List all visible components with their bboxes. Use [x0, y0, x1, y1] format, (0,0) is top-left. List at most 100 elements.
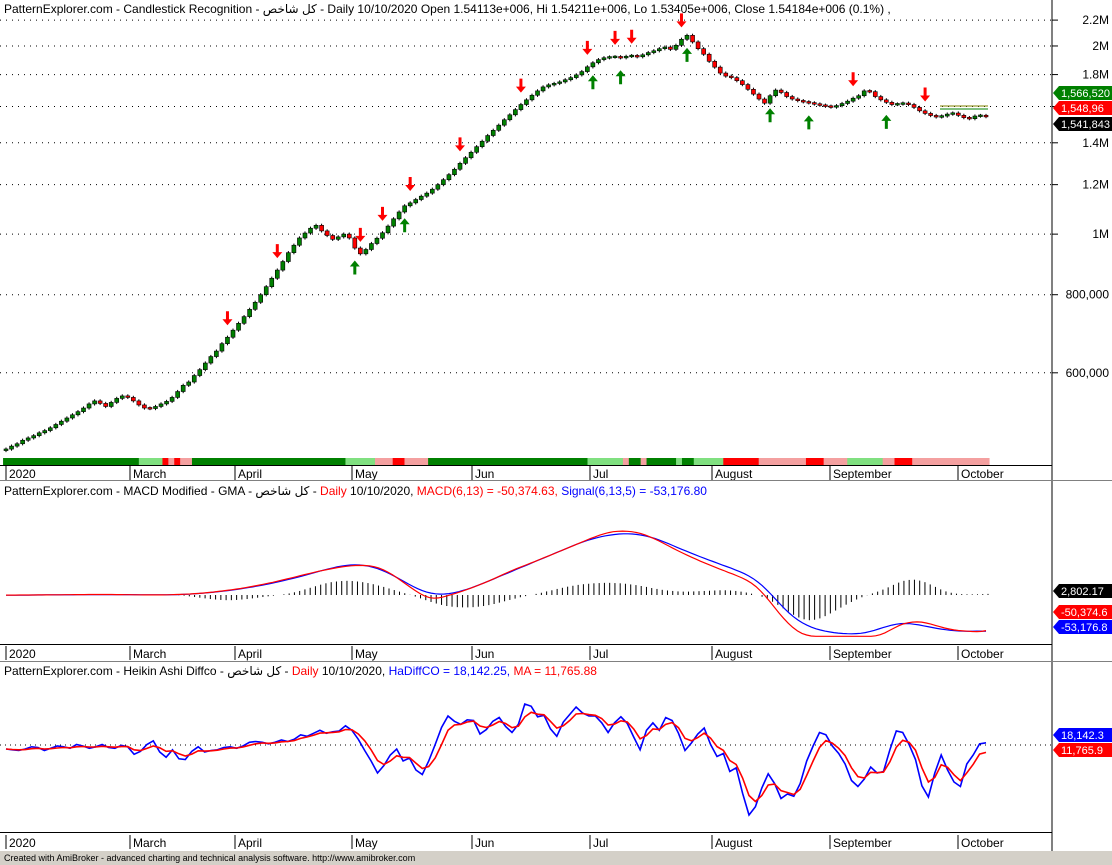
strip-segment: [699, 458, 707, 465]
macd-pane[interactable]: 2020 March April May Jun Jul August September Oc…: [0, 482, 1052, 661]
price-y-tick-label: 1.8M: [1082, 68, 1109, 82]
candle-down: [723, 72, 729, 77]
strip-segment: [853, 458, 860, 465]
candle-down: [131, 397, 136, 402]
heikin-month-label: August: [715, 836, 753, 850]
strip-segment: [658, 458, 665, 465]
strip-segment: [888, 458, 896, 465]
strip-segment: [434, 458, 441, 465]
strip-segment: [191, 458, 199, 465]
macd-value-labels: 2,802.17 -50,374.6 -53,176.8: [1053, 584, 1112, 634]
strip-segment: [906, 458, 913, 465]
candle-up: [169, 397, 175, 402]
candle-up: [535, 90, 540, 96]
strip-segment: [156, 458, 164, 465]
candle-down: [867, 90, 873, 93]
candle-up: [3, 448, 9, 451]
bullish-pattern-arrow: [765, 108, 776, 123]
strip-segment: [717, 458, 724, 465]
strip-segment: [546, 458, 553, 465]
strip-segment: [286, 458, 293, 465]
candle-up: [479, 140, 485, 148]
candle-up: [269, 277, 275, 287]
price-pane[interactable]: 2020 March April May Jun Jul August September Oc…: [0, 0, 1052, 481]
macd-month-axis: 2020 March April May Jun Jul August September Oc…: [5, 646, 1004, 661]
strip-segment: [693, 458, 701, 465]
strip-segment: [741, 458, 748, 465]
price-y-tick-label: 1.2M: [1082, 178, 1109, 192]
strip-segment: [56, 458, 63, 465]
candle-up: [186, 381, 192, 386]
macd-value-tag: -53,176.8: [1053, 620, 1112, 634]
macd-month-label: May: [355, 647, 378, 661]
strip-segment: [587, 458, 595, 465]
candle-up: [767, 95, 773, 104]
candle-up: [86, 403, 92, 409]
candle-up: [313, 225, 319, 229]
strip-segment: [380, 458, 388, 465]
strip-segment: [870, 458, 878, 465]
strip-segment: [310, 458, 317, 465]
strip-segment: [563, 458, 571, 465]
strip-segment: [983, 458, 990, 465]
heikin-pane[interactable]: 2020 March April May Jun Jul August September Oc…: [0, 663, 1052, 850]
candle-up: [407, 202, 413, 207]
candle-up: [518, 104, 524, 110]
strip-segment: [144, 458, 152, 465]
price-pane-title: PatternExplorer.com - Candlestick Recogn…: [4, 2, 891, 17]
candle-up: [31, 435, 36, 439]
candle-up: [457, 163, 463, 170]
candle-up: [252, 301, 258, 310]
strip-segment: [664, 458, 671, 465]
candle-up: [236, 323, 241, 331]
bullish-pattern-arrow: [587, 75, 598, 90]
candle-down: [906, 102, 911, 105]
bullish-pattern-arrow: [615, 70, 626, 85]
candle-down: [358, 247, 363, 255]
candle-up: [939, 115, 945, 118]
bearish-pattern-arrow: [582, 40, 593, 55]
candle-down: [812, 102, 817, 105]
strip-segment: [894, 458, 901, 465]
candle-up: [59, 420, 64, 425]
price-value-tag-box: [1053, 86, 1112, 100]
strip-segment: [941, 458, 949, 465]
pattern-color-strip: [3, 458, 990, 465]
heikin-title-prefix: PatternExplorer.com - Heikin Ashi Diffco…: [4, 664, 292, 679]
candle-up: [834, 105, 839, 108]
strip-segment: [528, 458, 535, 465]
bearish-pattern-arrow: [355, 227, 366, 242]
macd-title-date: 10/10/2020,: [347, 484, 417, 498]
price-value-tag-box: [1053, 101, 1112, 115]
strip-segment: [841, 458, 848, 465]
candle-up: [341, 233, 347, 238]
strip-segment: [534, 458, 541, 465]
candle-up: [385, 225, 391, 234]
strip-segment: [504, 458, 512, 465]
bearish-pattern-arrow: [515, 78, 526, 93]
strip-segment: [304, 458, 311, 465]
heikin-title-hadiff: HaDiffCO = 18,142.25,: [389, 664, 511, 678]
strip-segment: [758, 458, 766, 465]
candle-up: [286, 252, 291, 262]
candle-down: [717, 66, 723, 74]
strip-segment: [321, 458, 329, 465]
candle-down: [136, 400, 142, 406]
candle-up: [119, 395, 125, 399]
price-month-axis: 2020 March April May Jun Jul August September Oc…: [5, 466, 1004, 481]
strip-segment: [251, 458, 258, 465]
price-y-tick-label: 600,000: [1066, 366, 1110, 380]
candle-up: [540, 86, 546, 92]
macd-value-tag-text: -53,176.8: [1061, 622, 1107, 634]
strip-segment: [14, 458, 22, 465]
candle-down: [142, 404, 147, 409]
strip-segment: [168, 458, 175, 465]
candle-up: [839, 103, 845, 107]
candle-up: [850, 97, 856, 102]
strip-segment: [977, 458, 984, 465]
candle-down: [911, 104, 917, 108]
candle-up: [374, 237, 380, 244]
candle-down: [789, 96, 795, 100]
strip-segment: [599, 458, 606, 465]
